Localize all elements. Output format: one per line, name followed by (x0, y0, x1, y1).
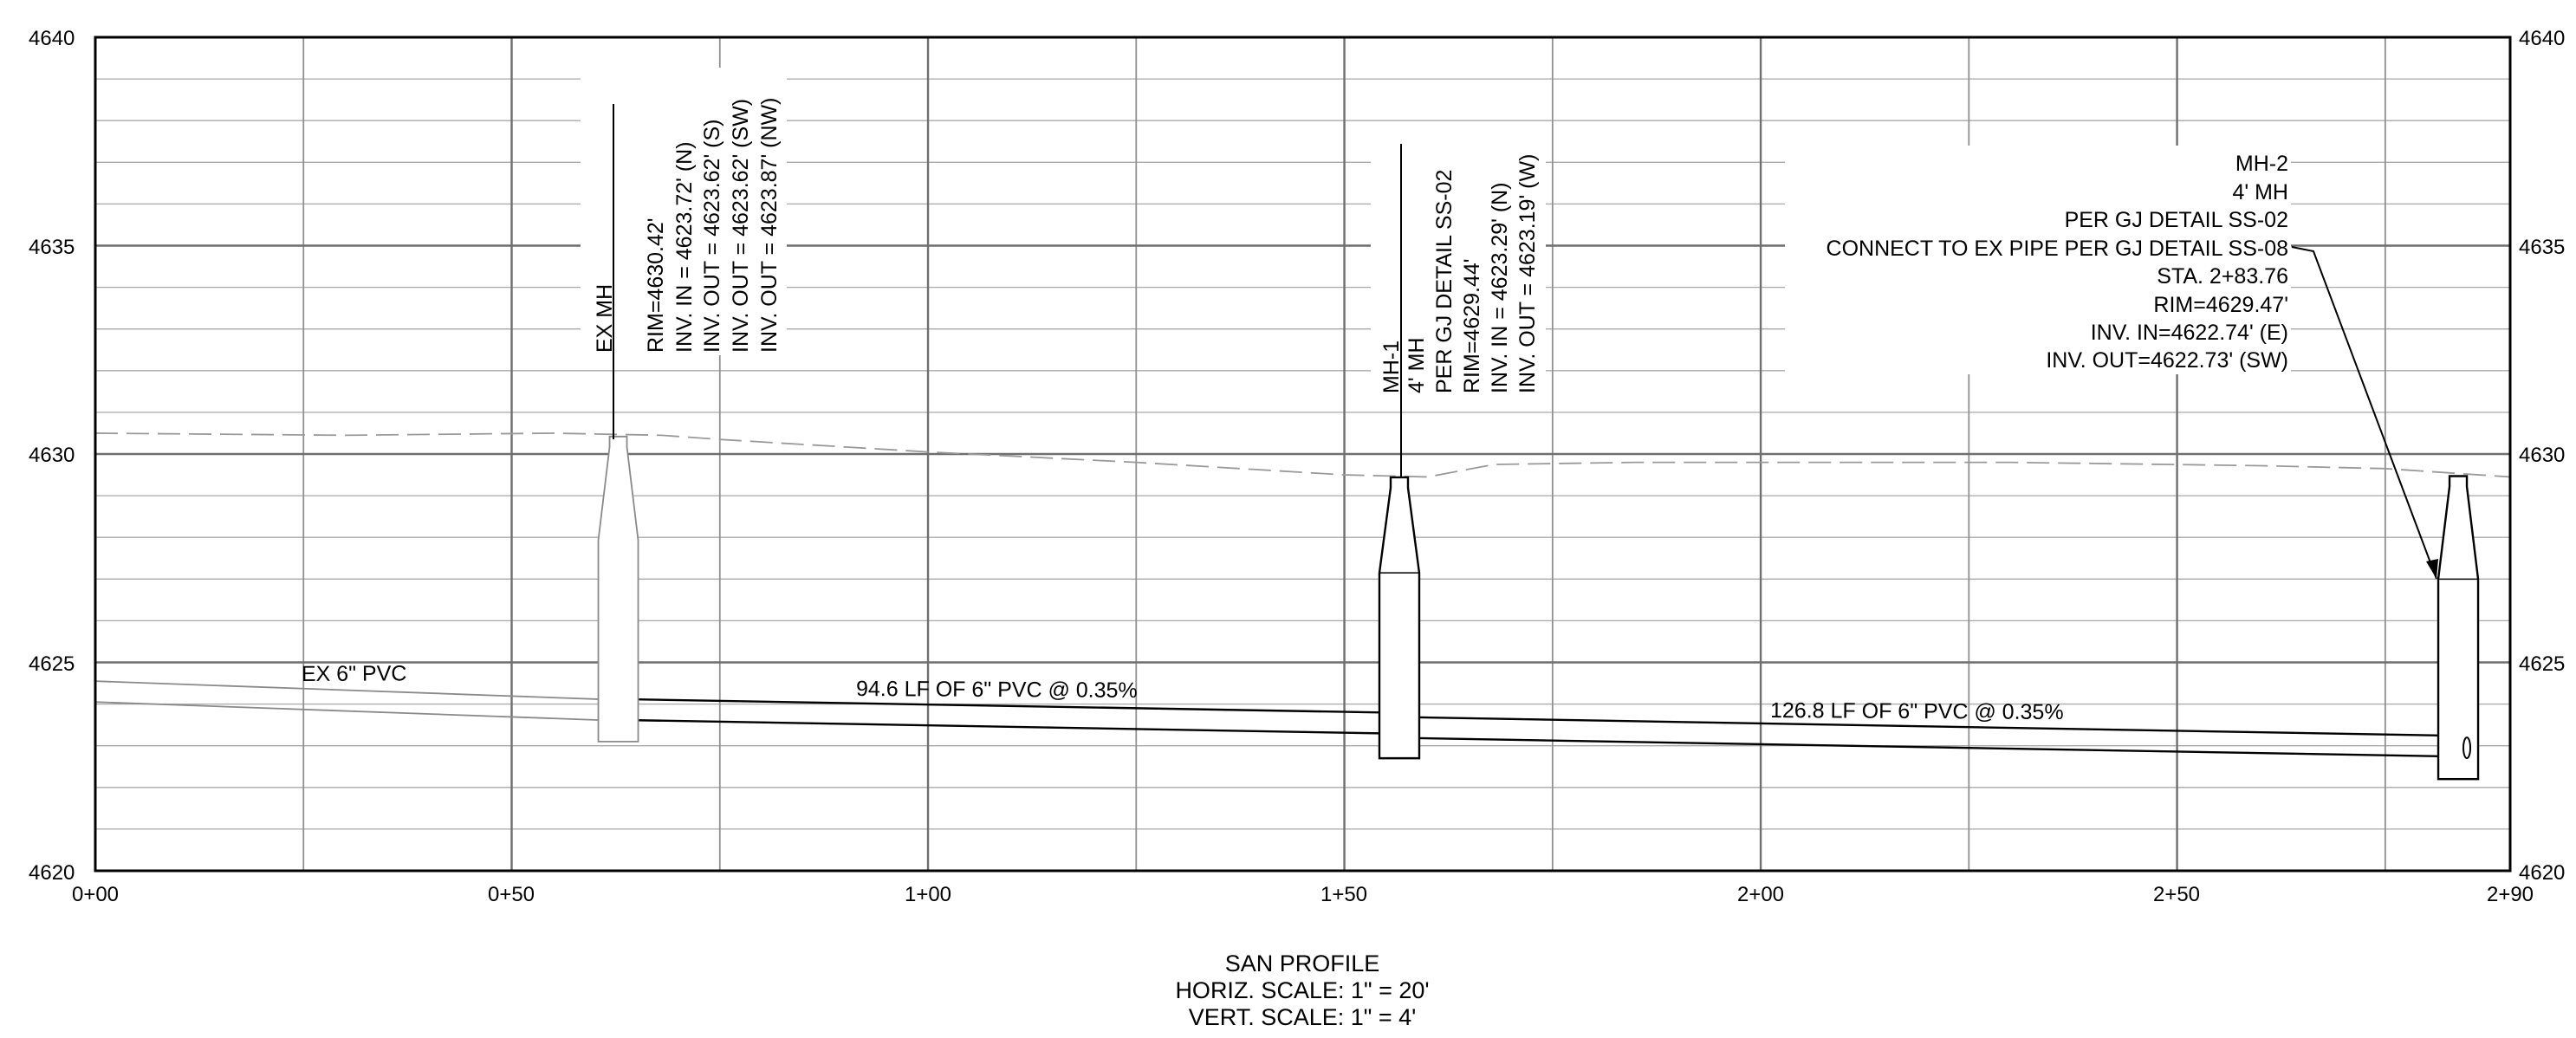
existing-ground (94, 432, 2511, 478)
y-tick-label: 4630 (29, 444, 75, 467)
mh2-callout: MH-2 4' MH PER GJ DETAIL SS-02 CONNECT T… (1827, 152, 2438, 580)
y-tick-label: 4640 (29, 27, 75, 50)
mh1-detail: PER GJ DETAIL SS-02 (1432, 170, 1457, 393)
ex-mh-inv-out-sw: INV. OUT = 4623.62' (SW) (729, 99, 753, 353)
mh2-outlet-marker (2462, 736, 2472, 760)
y-tick-label: 4635 (2519, 236, 2565, 259)
mh2-rim: RIM=4629.47' (2153, 293, 2288, 317)
vertical-scale: VERT. SCALE: 1" = 4' (1189, 1004, 1417, 1030)
y-axis-left: 4620 4625 4630 4635 4640 (29, 27, 75, 885)
pipes (94, 680, 2459, 758)
mh1-callout: MH-1 4' MH PER GJ DETAIL SS-02 RIM=4629.… (1379, 144, 1540, 478)
x-tick-label: 2+50 (2153, 883, 2200, 906)
mh1-size: 4' MH (1405, 337, 1429, 393)
pipe-crown-line (94, 680, 619, 701)
mh2-connect: CONNECT TO EX PIPE PER GJ DETAIL SS-08 (1827, 237, 2288, 261)
drawing-title: SAN PROFILE (1225, 950, 1380, 976)
y-tick-label: 4625 (2519, 652, 2565, 676)
existing-pipe-label: EX 6" PVC (302, 661, 407, 686)
mh2-detail: PER GJ DETAIL SS-02 (2065, 208, 2288, 232)
x-tick-label: 1+50 (1320, 883, 1367, 906)
pipe-crown-line (618, 697, 1400, 714)
mh2-leader-arrowhead (2426, 559, 2438, 579)
y-tick-label: 4640 (2519, 27, 2565, 50)
ex_mh-manhole (597, 435, 639, 743)
mh1-name: MH-1 (1379, 341, 1404, 393)
mh2-inv-in: INV. IN=4622.74' (E) (2091, 321, 2288, 345)
existing-ground-line (94, 432, 2511, 478)
y-tick-label: 4635 (29, 236, 75, 259)
plot-frame (94, 36, 2512, 873)
ex-mh-inv-out-s: INV. OUT = 4623.62' (S) (700, 120, 724, 354)
x-tick-label: 2+00 (1737, 883, 1784, 906)
x-tick-label: 1+00 (905, 883, 951, 906)
ex-mh-label-mask (581, 68, 787, 355)
y-tick-label: 4620 (2519, 861, 2565, 885)
x-tick-label: 2+90 (2487, 883, 2534, 906)
x-tick-label: 0+50 (488, 883, 535, 906)
mh1-inv-in: INV. IN = 4623.29' (N) (1488, 182, 1512, 393)
ex-mh-rim: RIM=4630.42' (644, 217, 668, 353)
pipe-invert-line (618, 718, 1400, 735)
ex-mh-inv-in-n: INV. IN = 4623.72' (N) (672, 141, 697, 353)
pipe-segment-1-label: 94.6 LF OF 6" PVC @ 0.35% (856, 677, 1138, 703)
ex-mh-callout: EX MH RIM=4630.42' INV. IN = 4623.72' (N… (593, 98, 782, 439)
mh2-size: 4' MH (2232, 180, 2288, 204)
mh2-inv-out: INV. OUT=4622.73' (SW) (2046, 348, 2288, 373)
mh1-inv-out: INV. OUT = 4623.19' (W) (1515, 154, 1540, 393)
pipe-invert-line (1398, 736, 2459, 758)
y-tick-label: 4630 (2519, 444, 2565, 467)
y-tick-label: 4620 (29, 861, 75, 885)
y-tick-label: 4625 (29, 652, 75, 676)
y-axis-right: 4620 4625 4630 4635 4640 (2519, 27, 2565, 885)
pipe-segment-2-label: 126.8 LF OF 6" PVC @ 0.35% (1770, 698, 2064, 724)
mh2-station: STA. 2+83.76 (2157, 264, 2288, 289)
mh2-name: MH-2 (2235, 152, 2288, 176)
pipe-crown-line (1398, 716, 2459, 737)
pipe-invert-line (94, 701, 619, 722)
x-axis: 0+00 0+50 1+00 1+50 2+00 2+50 2+90 (72, 883, 2534, 906)
x-tick-label: 0+00 (72, 883, 119, 906)
mh2-manhole (2436, 475, 2480, 781)
mh2-label-mask (1785, 146, 2291, 374)
ex-mh-name: EX MH (593, 284, 617, 353)
ex-mh-inv-out-nw: INV. OUT = 4623.87' (NW) (757, 98, 782, 353)
mh2-leader (2291, 246, 2437, 580)
horizontal-scale: HORIZ. SCALE: 1" = 20' (1175, 977, 1429, 1003)
structures (597, 435, 2480, 781)
mh1-rim: RIM=4629.44' (1460, 258, 1484, 393)
mh1-label-mask (1371, 128, 1546, 395)
title-block: SAN PROFILE HORIZ. SCALE: 1" = 20' VERT.… (1175, 950, 1429, 1030)
mh1-manhole (1378, 476, 1421, 760)
